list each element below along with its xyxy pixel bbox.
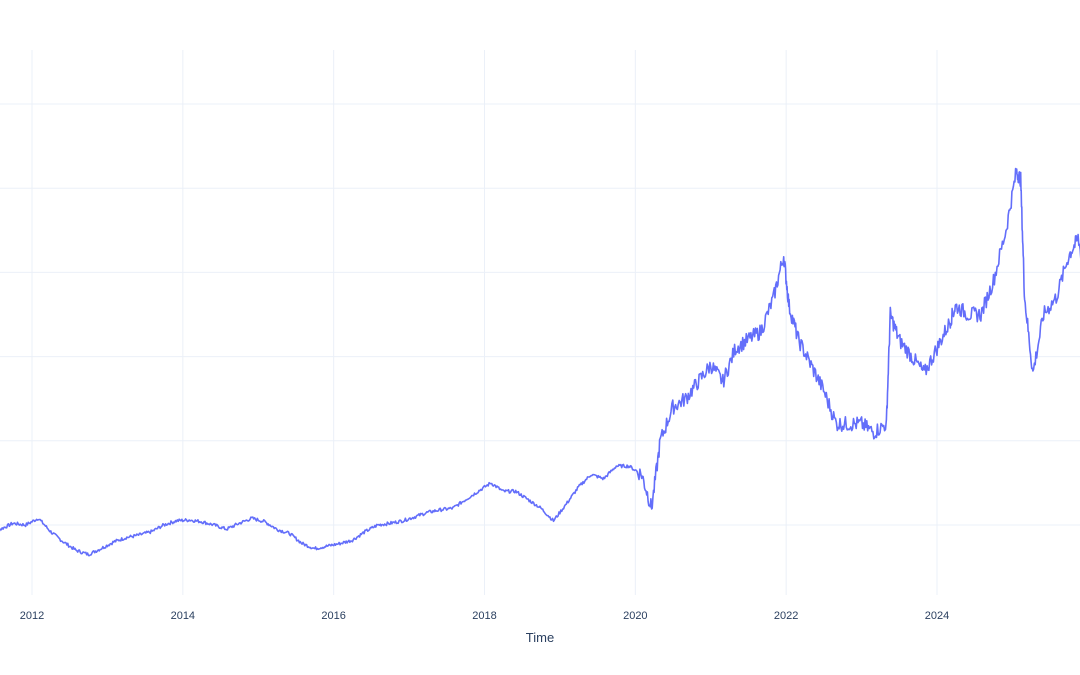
series-line [0,167,1080,557]
gridlines [0,50,1080,595]
x-tick-label: 2016 [321,610,345,622]
x-tick-label: 2018 [472,610,496,622]
series-layer [0,167,1080,557]
x-tick-label: 2024 [925,610,949,622]
x-axis-ticks: 2012 2014 2016 2018 2020 2022 2024 [20,610,949,622]
x-tick-label: 2012 [20,610,44,622]
x-axis-title: Time [526,630,554,645]
x-tick-label: 2020 [623,610,647,622]
x-tick-label: 2022 [774,610,798,622]
x-tick-label: 2014 [171,610,195,622]
